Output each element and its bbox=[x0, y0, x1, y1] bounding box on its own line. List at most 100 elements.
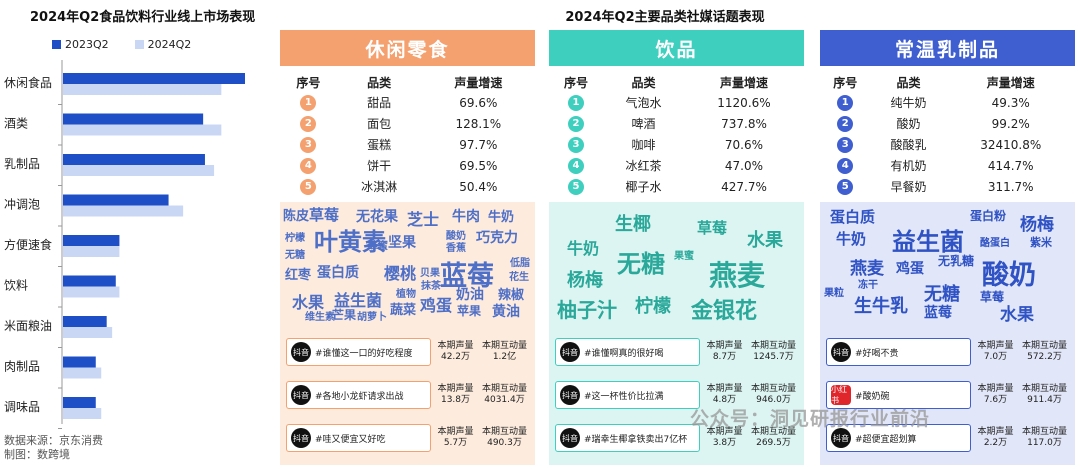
bar-2023Q2 bbox=[63, 235, 120, 246]
cloud-word: 草莓 bbox=[309, 206, 340, 224]
interaction-value: 572.2万 bbox=[1027, 352, 1062, 362]
topic-interaction: 本期互动量 1.2亿 bbox=[480, 341, 529, 363]
cloud-word: 芒果 bbox=[332, 308, 357, 322]
category-cell: 甜品 bbox=[367, 96, 392, 110]
growth-cell: 311.7% bbox=[987, 179, 1034, 194]
douyin-icon: 抖音 bbox=[291, 385, 311, 405]
volume-label: 本期声量 bbox=[706, 341, 743, 351]
ranking-table: 序号 品类 声量增速 1 气泡水 1120.6% 2 啤酒 737.8% 3 咖啡 … bbox=[549, 66, 804, 202]
interaction-value: 269.5万 bbox=[756, 438, 791, 448]
rank-badge: 1 bbox=[567, 95, 584, 111]
cloud-word: 杨梅 bbox=[1020, 215, 1054, 235]
cloud-word: 无花果 bbox=[356, 209, 398, 225]
topic-hashtag: #瑞幸生椰拿铁卖出7亿杯 bbox=[584, 434, 688, 445]
bar-2024Q2 bbox=[63, 408, 102, 419]
legend-label-2024: 2024Q2 bbox=[147, 38, 192, 51]
header-category: 品类 bbox=[896, 75, 921, 90]
topic-tag[interactable]: 抖音 #瑞幸生椰拿铁卖出7亿杯 bbox=[555, 424, 700, 452]
growth-cell: 427.7% bbox=[721, 179, 767, 194]
category-tick-label: 乳制品 bbox=[4, 157, 40, 171]
cloud-word: 牛奶 bbox=[488, 210, 515, 225]
bar-2024Q2 bbox=[63, 286, 120, 298]
topic-item: 抖音 #这一杯性价比拉满 本期声量 4.8万 本期互动量 946.0万 bbox=[555, 378, 798, 412]
topic-tag[interactable]: 抖音 #这一杯性价比拉满 bbox=[555, 381, 700, 409]
right-section-title: 2024年Q2主要品类社媒话题表现 bbox=[565, 10, 765, 25]
growth-cell: 737.8% bbox=[721, 116, 767, 131]
topic-tag[interactable]: 抖音 #超便宜超划算 bbox=[826, 424, 971, 452]
rank-badge: 3 bbox=[837, 137, 854, 153]
topic-volume: 本期声量 3.8万 bbox=[700, 427, 749, 449]
topic-tag[interactable]: 抖音 #哇又便宜又好吃 bbox=[286, 424, 431, 452]
volume-label: 本期声量 bbox=[437, 384, 474, 394]
cloud-word: 杨梅 bbox=[567, 270, 603, 291]
header-growth: 声量增速 bbox=[454, 75, 503, 90]
category-tick-label: 米面粮油 bbox=[4, 318, 52, 333]
bar-2023Q2 bbox=[63, 194, 169, 206]
topic-hashtag: #超便宜超划算 bbox=[855, 434, 917, 445]
rank-cell: 3 bbox=[549, 134, 603, 155]
cloud-word: 生椰 bbox=[615, 214, 651, 235]
rank-badge: 1 bbox=[300, 95, 317, 111]
category-cell: 酸酸乳 bbox=[890, 138, 927, 152]
cloud-word: 樱桃 bbox=[384, 264, 417, 283]
volume-label: 本期声量 bbox=[437, 341, 474, 351]
panel-title: 常温乳制品 bbox=[820, 30, 1075, 66]
topic-item: 抖音 #超便宜超划算 本期声量 2.2万 本期互动量 117.0万 bbox=[826, 421, 1069, 455]
header-rank: 序号 bbox=[296, 75, 321, 90]
bar-2023Q2 bbox=[63, 73, 245, 84]
growth-cell: 69.5% bbox=[459, 158, 498, 173]
ranking-table: 序号 品类 声量增速 1 甜品 69.6% 2 面包 128.1% 3 蛋糕 97.… bbox=[280, 66, 535, 202]
panel-title: 饮品 bbox=[549, 30, 804, 66]
topic-hashtag: #好喝不贵 bbox=[855, 348, 899, 359]
rank-cell: 3 bbox=[280, 134, 337, 155]
panel-title: 休闲零食 bbox=[280, 30, 535, 66]
topic-tag[interactable]: 抖音 #谁懂啊真的很好喝 bbox=[555, 338, 700, 366]
cloud-word: 无乳糖 bbox=[938, 254, 975, 268]
cloud-word: 鸡蛋 bbox=[896, 261, 924, 277]
table-row: 2 啤酒 737.8% bbox=[549, 113, 804, 134]
cloud-word: 益生菌 bbox=[892, 228, 964, 256]
cloud-word: 柠檬 bbox=[635, 296, 671, 317]
topic-hashtag: #酸奶碗 bbox=[855, 391, 890, 402]
rank-cell: 5 bbox=[280, 176, 337, 197]
table-row: 4 有机奶 414.7% bbox=[820, 155, 1075, 176]
cloud-word: 植物 bbox=[396, 289, 416, 300]
growth-cell: 32410.8% bbox=[980, 137, 1042, 152]
topic-tag[interactable]: 抖音 #各地小龙虾请求出战 bbox=[286, 381, 431, 409]
interaction-label: 本期互动量 bbox=[481, 341, 527, 351]
rank-badge: 5 bbox=[300, 179, 317, 195]
growth-cell: 70.6% bbox=[724, 137, 764, 152]
topic-tag[interactable]: 抖音 #谁懂这一口的好吃程度 bbox=[286, 338, 431, 366]
cloud-word: 苹果 bbox=[457, 304, 482, 318]
interaction-value: 946.0万 bbox=[756, 395, 791, 405]
cloud-word: 辣椒 bbox=[498, 288, 525, 303]
interaction-label: 本期互动量 bbox=[1021, 384, 1067, 394]
rank-cell: 1 bbox=[549, 92, 603, 113]
table-row: 1 甜品 69.6% bbox=[280, 92, 535, 113]
rank-badge: 4 bbox=[300, 158, 317, 174]
interaction-value: 1.2亿 bbox=[492, 352, 517, 362]
interaction-label: 本期互动量 bbox=[750, 341, 796, 351]
cloud-word: 鸡蛋 bbox=[420, 296, 453, 315]
rank-badge: 3 bbox=[300, 137, 317, 153]
cloud-word: 草莓 bbox=[697, 219, 728, 237]
cloud-word: 蛋白粉 bbox=[970, 209, 1007, 223]
interaction-label: 本期互动量 bbox=[481, 384, 527, 394]
topic-item: 抖音 #好喝不贵 本期声量 7.0万 本期互动量 572.2万 bbox=[826, 335, 1069, 369]
header-rank: 序号 bbox=[833, 75, 858, 90]
category-cell: 冰淇淋 bbox=[361, 180, 398, 194]
topic-tag[interactable]: 小红书 #酸奶碗 bbox=[826, 381, 971, 409]
volume-value: 7.6万 bbox=[983, 395, 1008, 405]
cloud-word: 柠檬 bbox=[285, 233, 305, 244]
topic-item: 抖音 #瑞幸生椰拿铁卖出7亿杯 本期声量 3.8万 本期互动量 269.5万 bbox=[555, 421, 798, 455]
topic-item: 抖音 #哇又便宜又好吃 本期声量 5.7万 本期互动量 490.3万 bbox=[286, 421, 529, 455]
cloud-word: 蔬菜 bbox=[390, 303, 417, 318]
category-cell: 冰红茶 bbox=[625, 159, 662, 173]
category-cell: 面包 bbox=[367, 117, 392, 131]
rank-badge: 3 bbox=[567, 137, 584, 153]
interaction-label: 本期互动量 bbox=[1021, 427, 1067, 437]
cloud-word: 叶黄素 bbox=[314, 228, 386, 256]
category-tick-label: 饮料 bbox=[4, 279, 28, 293]
douyin-icon: 抖音 bbox=[560, 428, 580, 448]
topic-tag[interactable]: 抖音 #好喝不贵 bbox=[826, 338, 971, 366]
